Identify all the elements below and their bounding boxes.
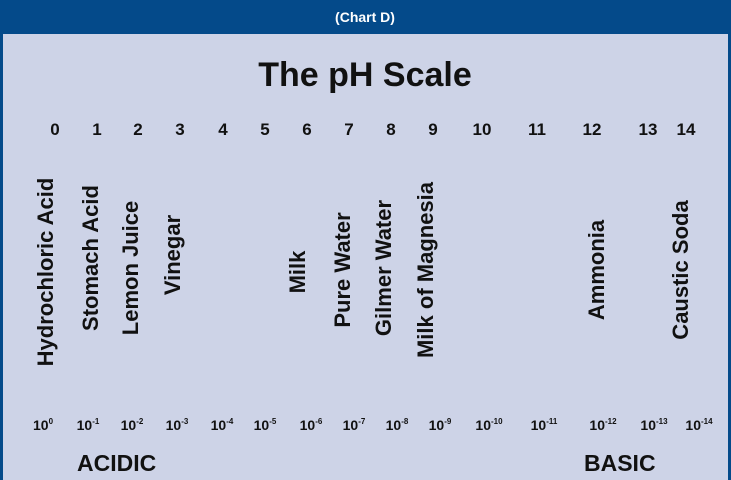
concentration-exponent: -7 xyxy=(358,417,366,426)
concentration-exponent: -6 xyxy=(315,417,323,426)
basic-label: BASIC xyxy=(584,450,656,476)
concentration-base: 10 xyxy=(429,417,445,433)
title: The pH Scale xyxy=(258,56,472,94)
scale-number: 3 xyxy=(175,120,184,139)
substance-label: Milk xyxy=(285,250,310,294)
concentration: 10-2 xyxy=(121,417,144,433)
concentration: 10-9 xyxy=(429,417,452,433)
concentration-base: 10 xyxy=(386,417,402,433)
concentration-base: 10 xyxy=(640,417,656,433)
concentration: 10-5 xyxy=(254,417,277,433)
concentration: 10-14 xyxy=(685,417,713,433)
concentration-base: 10 xyxy=(33,417,49,433)
concentration-exponent: -4 xyxy=(226,417,234,426)
concentration-exponent: -9 xyxy=(444,417,452,426)
concentration-base: 10 xyxy=(531,417,547,433)
concentration: 10-1 xyxy=(77,417,100,433)
concentration-base: 10 xyxy=(211,417,227,433)
acidic-label: ACIDIC xyxy=(77,450,156,476)
concentration-exponent: -13 xyxy=(656,417,668,426)
concentration: 10-7 xyxy=(343,417,366,433)
scale-number: 4 xyxy=(218,120,228,139)
concentration: 10-10 xyxy=(475,417,503,433)
concentration: 10-8 xyxy=(386,417,409,433)
concentration-base: 10 xyxy=(343,417,359,433)
scale-number: 13 xyxy=(639,120,658,139)
substance-label: Caustic Soda xyxy=(668,200,693,340)
concentration-exponent: -12 xyxy=(605,417,617,426)
concentration-exponent: -3 xyxy=(181,417,189,426)
concentration: 10-4 xyxy=(211,417,234,433)
concentration-base: 10 xyxy=(685,417,701,433)
concentration-base: 10 xyxy=(77,417,93,433)
concentration: 10-12 xyxy=(589,417,617,433)
scale-number: 11 xyxy=(528,120,546,139)
concentrations: 100 10-1 10-2 10-3 10-4 10-5 10-6 10-7 10-8 10-9 1… xyxy=(33,417,713,433)
scale-number: 1 xyxy=(92,120,101,139)
scale-number: 0 xyxy=(50,120,59,139)
header-bar xyxy=(0,0,731,34)
substance-label: Stomach Acid xyxy=(78,185,103,331)
substance-label: Gilmer Water xyxy=(371,200,396,337)
scale-number: 7 xyxy=(344,120,353,139)
substance-label: Lemon Juice xyxy=(118,201,143,335)
concentration-base: 10 xyxy=(589,417,605,433)
concentration-exponent: -1 xyxy=(92,417,100,426)
concentration-base: 10 xyxy=(254,417,270,433)
substance-label: Ammonia xyxy=(584,219,609,320)
concentration: 10-11 xyxy=(531,417,558,433)
substance-label: Milk of Magnesia xyxy=(413,181,438,358)
scale-number: 14 xyxy=(677,120,696,139)
scale-number: 8 xyxy=(386,120,395,139)
scale-numbers: 0 1 2 3 4 5 6 7 8 9 10 11 12 13 14 xyxy=(50,120,696,139)
concentration-exponent: 0 xyxy=(49,417,54,426)
scale-number: 12 xyxy=(583,120,602,139)
scale-number: 9 xyxy=(428,120,437,139)
concentration-exponent: -11 xyxy=(546,417,558,426)
substances: Hydrochloric Acid Stomach Acid Lemon Juice… xyxy=(33,178,693,367)
scale-number: 2 xyxy=(133,120,142,139)
substance-label: Pure Water xyxy=(330,212,355,328)
scale-number: 6 xyxy=(302,120,311,139)
concentration: 10-13 xyxy=(640,417,668,433)
concentration-exponent: -8 xyxy=(401,417,409,426)
scale-number: 10 xyxy=(473,120,492,139)
concentration-base: 10 xyxy=(166,417,182,433)
substance-label: Vinegar xyxy=(160,214,185,295)
concentration-base: 10 xyxy=(121,417,137,433)
concentration-base: 10 xyxy=(475,417,491,433)
concentration-base: 10 xyxy=(300,417,316,433)
concentration-exponent: -10 xyxy=(491,417,503,426)
concentration: 10-3 xyxy=(166,417,189,433)
scale-number: 5 xyxy=(260,120,269,139)
header-label: (Chart D) xyxy=(335,9,395,25)
concentration-exponent: -5 xyxy=(269,417,277,426)
concentration: 10-6 xyxy=(300,417,323,433)
concentration-exponent: -2 xyxy=(136,417,144,426)
concentration-exponent: -14 xyxy=(701,417,713,426)
substance-label: Hydrochloric Acid xyxy=(33,178,58,367)
concentration: 100 xyxy=(33,417,54,433)
